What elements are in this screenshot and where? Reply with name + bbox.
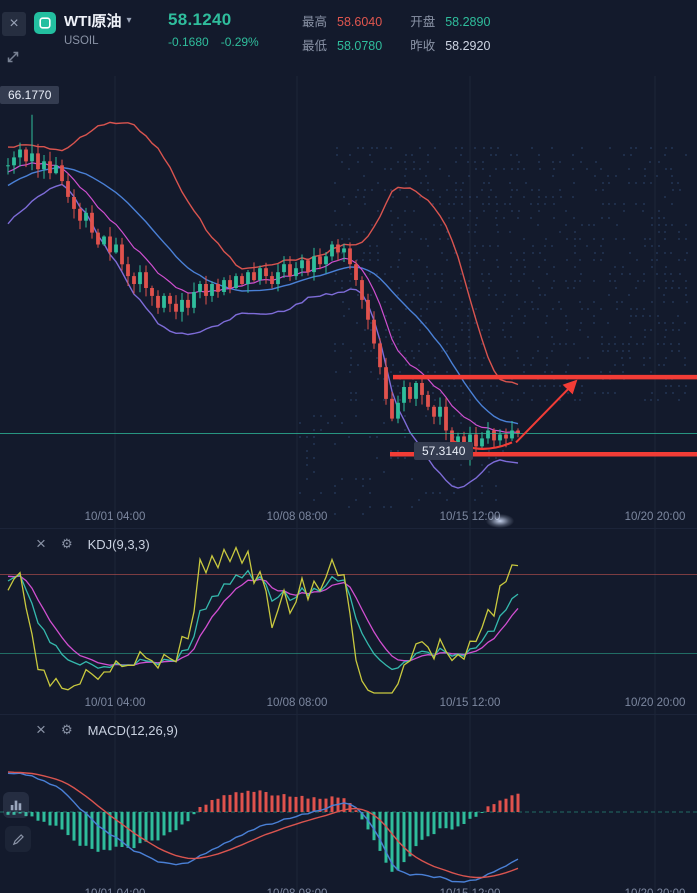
main-chart-panel: 66.1770 57.3140 10/01 04:00 10/08 08:00 10…: [0, 76, 697, 528]
expand-icon: [7, 51, 19, 63]
time-axis-label: 10/08 08:00: [266, 511, 328, 523]
symbol-code: USOIL: [64, 35, 99, 47]
bar-chart-icon: [10, 800, 22, 811]
time-axis-label: 10/15 12:00: [439, 697, 501, 709]
stat-label: 开盘: [410, 15, 436, 29]
macd-close-icon[interactable]: ×: [36, 720, 46, 739]
stat-low: 最低 58.0780: [302, 35, 382, 54]
kdj-header: × ⚙ KDJ(9,3,3): [36, 534, 150, 553]
stat-value: 58.0780: [337, 39, 383, 53]
last-price: 58.1240: [168, 10, 232, 29]
time-axis-label: 10/01 04:00: [84, 511, 146, 523]
close-chart-button[interactable]: ×: [2, 12, 26, 36]
symbol-header: WTI原油 ▾ USOIL 58.1240 -0.1680 -0.29% 最高 …: [0, 0, 697, 76]
time-axis-label: 10/01 04:00: [85, 888, 146, 893]
kdj-title: KDJ(9,3,3): [87, 536, 150, 552]
symbol-logo: [34, 12, 56, 34]
stat-label: 最高: [302, 15, 328, 29]
draw-tool-button[interactable]: [5, 826, 31, 852]
price-change: -0.1680: [168, 35, 209, 49]
time-axis-label: 10/15 12:00: [439, 511, 501, 523]
macd-canvas[interactable]: [0, 715, 697, 893]
quote-stats: 最高 58.6040 最低 58.0780 开盘 58.2890 昨收 58.2…: [302, 11, 490, 54]
time-axis-label: 10/20 20:00: [625, 888, 686, 893]
stat-value: 58.6040: [337, 15, 383, 29]
time-axis-label: 10/15 12:00: [440, 888, 501, 893]
time-axis-label: 10/20 20:00: [624, 697, 686, 709]
symbol-selector[interactable]: WTI原油 ▾: [64, 10, 160, 31]
stat-value: 58.2920: [445, 39, 491, 53]
price-label-high: 66.1770: [0, 86, 60, 104]
time-axis-label: 10/08 08:00: [266, 697, 328, 709]
symbol-name: WTI原油: [64, 13, 122, 30]
stat-label: 最低: [302, 39, 328, 53]
macd-settings-icon[interactable]: ⚙: [60, 722, 73, 737]
scroll-indicator[interactable]: [486, 514, 514, 528]
kdj-canvas[interactable]: [0, 529, 697, 714]
close-icon: ×: [9, 15, 19, 32]
time-axis-kdj: 10/01 04:00 10/08 08:00 10/15 12:00 10/20 2…: [0, 697, 697, 712]
macd-title: MACD(12,26,9): [87, 722, 178, 738]
price-label-low: 57.3140: [414, 442, 474, 460]
stat-open: 开盘 58.2890: [410, 11, 490, 30]
stat-prev-close: 昨收 58.2920: [410, 35, 490, 54]
indicator-button[interactable]: [3, 792, 29, 818]
time-axis-label: 10/20 20:00: [624, 511, 686, 523]
macd-header: × ⚙ MACD(12,26,9): [36, 720, 178, 739]
stat-value: 58.2890: [445, 15, 491, 29]
kdj-panel: × ⚙ KDJ(9,3,3) 10/01 04:00 10/08 08:00 10/…: [0, 528, 697, 714]
macd-panel: × ⚙ MACD(12,26,9) 10/01 04:00 10/08 08:00…: [0, 714, 697, 893]
time-axis-macd: 10/01 04:00 10/08 08:00 10/15 12:00 10/20 2…: [0, 888, 697, 893]
expand-tool-button[interactable]: [2, 46, 24, 68]
kdj-settings-icon[interactable]: ⚙: [60, 536, 73, 551]
stat-high: 最高 58.6040: [302, 11, 382, 30]
time-axis-label: 10/08 08:00: [267, 888, 328, 893]
time-axis-label: 10/01 04:00: [84, 697, 146, 709]
time-axis-main: 10/01 04:00 10/08 08:00 10/15 12:00 10/20 2…: [0, 511, 697, 526]
candlestick-logo-icon: [39, 17, 51, 29]
price-change-pct: -0.29%: [220, 35, 259, 49]
kdj-close-icon[interactable]: ×: [36, 534, 46, 553]
pencil-icon: [12, 833, 24, 845]
stat-label: 昨收: [410, 39, 436, 53]
chevron-down-icon: ▾: [126, 15, 132, 26]
main-chart-canvas[interactable]: [0, 76, 697, 528]
